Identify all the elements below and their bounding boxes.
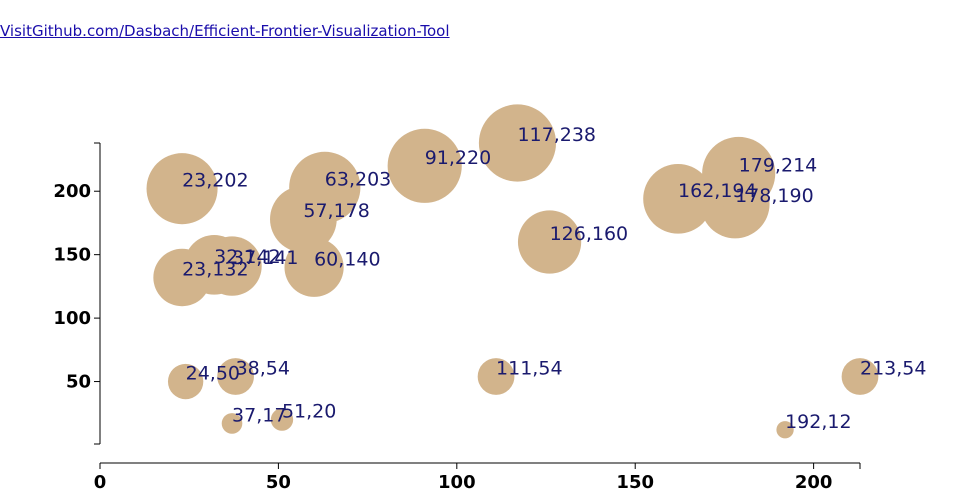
x-tick-label-1: 50 (266, 472, 291, 493)
bubble-label-6: 38,54 (236, 357, 290, 379)
bubble-label-7: 51,20 (282, 401, 336, 423)
bubble-13 (478, 104, 557, 182)
bubble-label-12: 111,54 (496, 357, 562, 379)
bubble-label-1: 23,132 (182, 259, 248, 281)
bubble-14 (517, 210, 582, 274)
bubble-11 (387, 128, 462, 203)
y-tick-label-1: 100 (53, 308, 91, 329)
y-tick-label-3: 200 (53, 181, 91, 202)
x-tick-label-2: 100 (438, 472, 476, 493)
x-tick-label-0: 0 (94, 472, 107, 493)
bubble-label-5: 37,17 (232, 404, 286, 426)
bubble-label-18: 192,12 (785, 411, 851, 433)
bubble-10 (289, 151, 361, 224)
y-tick-label-0: 50 (66, 372, 91, 393)
bubble-7 (270, 408, 294, 431)
y-axis: 50 100 150 200 (53, 142, 101, 445)
bubble-label-13: 117,238 (517, 124, 596, 146)
bubble-15 (643, 164, 713, 234)
bubble-label-4: 37,141 (232, 247, 298, 269)
bubble-18 (776, 421, 794, 439)
bubble-label-14: 126,160 (550, 223, 629, 245)
y-tick-label-2: 150 (53, 245, 91, 266)
bubble-label-9: 60,140 (314, 248, 380, 270)
github-link[interactable]: VisitGithub.com/Dasbach/Efficient-Fronti… (0, 22, 450, 40)
x-tick-label-4: 200 (795, 472, 833, 493)
bubble-2 (167, 363, 204, 400)
bubble-label-2: 24,50 (186, 363, 240, 385)
bubble-0 (146, 153, 218, 225)
bubble-label-16: 178,190 (735, 185, 814, 207)
x-tick-label-3: 150 (616, 472, 654, 493)
bubble-9 (284, 237, 344, 297)
bubble-6 (217, 358, 254, 395)
bubble-5 (221, 413, 243, 434)
bubble-label-8: 57,178 (303, 200, 369, 222)
bubble-label-3: 32,142 (214, 246, 280, 268)
bubble-12 (477, 358, 515, 395)
bubble-4 (202, 236, 262, 296)
bubble-label-15: 162,194 (678, 180, 757, 202)
bubble-19 (841, 358, 879, 395)
bubble-label-17: 179,214 (739, 154, 818, 176)
bubble-label-10: 63,203 (325, 168, 391, 190)
bubbles-layer (146, 104, 879, 439)
bubble-17 (702, 136, 776, 211)
x-axis: 0 50 100 150 200 (94, 462, 861, 493)
bubble-label-11: 91,220 (425, 147, 491, 169)
bubble-label-19: 213,54 (860, 357, 926, 379)
bubble-label-0: 23,202 (182, 170, 248, 192)
